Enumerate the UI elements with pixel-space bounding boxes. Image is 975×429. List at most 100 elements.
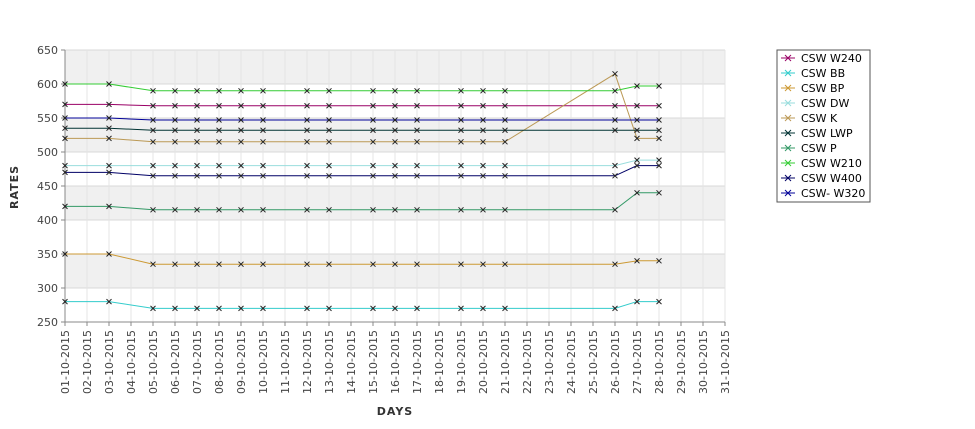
data-point xyxy=(216,172,222,179)
data-point xyxy=(656,298,662,305)
data-point xyxy=(216,102,222,109)
data-point xyxy=(172,305,178,312)
data-point-stroke xyxy=(216,138,222,145)
data-point xyxy=(414,162,420,169)
y-tick-label: 350 xyxy=(37,248,58,261)
x-tick-label: 26-10-2015 xyxy=(609,330,622,394)
data-point xyxy=(656,117,662,123)
data-point-stroke xyxy=(392,102,398,109)
data-point-stroke xyxy=(172,305,178,312)
data-point xyxy=(106,81,112,87)
data-point-stroke xyxy=(106,81,112,87)
data-point-stroke xyxy=(62,298,68,305)
x-tick-label: 06-10-2015 xyxy=(169,330,182,394)
data-point-stroke xyxy=(238,127,244,134)
data-point xyxy=(502,261,508,268)
data-point-stroke xyxy=(502,102,508,109)
data-point xyxy=(260,127,266,134)
data-point xyxy=(106,115,112,121)
data-point-stroke xyxy=(656,257,662,264)
legend-label: CSW P xyxy=(801,142,837,155)
x-tick-label: 22-10-2015 xyxy=(521,330,534,394)
data-point xyxy=(612,127,618,134)
data-point xyxy=(392,117,398,123)
data-point xyxy=(106,135,112,142)
data-point-stroke xyxy=(62,125,68,132)
data-point-stroke xyxy=(304,162,310,169)
data-point-stroke xyxy=(414,172,420,179)
chart-legend: CSW W240 CSW BB CSW BP CSW DW CSW K CSW LWP CS… xyxy=(776,49,871,203)
data-point-stroke xyxy=(414,117,420,123)
data-point-stroke xyxy=(370,117,376,123)
data-point-stroke xyxy=(458,172,464,179)
data-point xyxy=(480,117,486,123)
data-point-stroke xyxy=(172,261,178,268)
data-point-stroke xyxy=(172,172,178,179)
data-point-stroke xyxy=(480,172,486,179)
data-point-stroke xyxy=(326,206,332,213)
data-point-stroke xyxy=(326,138,332,145)
data-point xyxy=(260,206,266,213)
data-point xyxy=(392,206,398,213)
legend-label: CSW LWP xyxy=(801,127,853,140)
data-point-stroke xyxy=(370,162,376,169)
data-point xyxy=(480,138,486,145)
x-tick-label: 20-10-2015 xyxy=(477,330,490,394)
data-point xyxy=(326,305,332,312)
legend-marker-stroke xyxy=(784,129,792,137)
y-axis-title: RATES xyxy=(8,165,21,209)
data-point-stroke xyxy=(326,117,332,123)
data-point-stroke xyxy=(502,117,508,123)
data-point-stroke xyxy=(106,162,112,169)
x-tick-label: 19-10-2015 xyxy=(455,330,468,394)
x-tick-label: 31-10-2015 xyxy=(719,330,732,394)
data-point xyxy=(304,127,310,134)
data-point-stroke xyxy=(216,261,222,268)
data-point-stroke xyxy=(502,162,508,169)
data-point xyxy=(194,87,200,94)
data-point-stroke xyxy=(370,138,376,145)
data-point-stroke xyxy=(194,162,200,169)
data-point-stroke xyxy=(612,206,618,213)
y-axis-ticks: 250 300 350 400 450 500 550 600 650 xyxy=(37,44,65,329)
data-point-stroke xyxy=(414,305,420,312)
data-point-stroke xyxy=(612,305,618,312)
data-point xyxy=(612,162,618,169)
data-point-stroke xyxy=(216,305,222,312)
legend-marker-stroke xyxy=(784,144,792,152)
data-point xyxy=(502,305,508,312)
data-point xyxy=(656,102,662,109)
data-point xyxy=(414,206,420,213)
data-point-stroke xyxy=(370,305,376,312)
data-point-stroke xyxy=(634,127,640,134)
data-point xyxy=(458,87,464,94)
data-point xyxy=(150,102,156,109)
data-point-stroke xyxy=(150,117,156,123)
x-axis-ticks: 01-10-2015 02-10-2015 03-10-2015 04-10-2015… xyxy=(59,322,732,394)
data-point xyxy=(392,138,398,145)
legend-marker-stroke xyxy=(784,114,792,122)
x-tick-label: 02-10-2015 xyxy=(81,330,94,394)
data-point xyxy=(480,127,486,134)
data-point xyxy=(414,102,420,109)
data-point-stroke xyxy=(172,162,178,169)
data-point-stroke xyxy=(304,206,310,213)
data-point-stroke xyxy=(612,261,618,268)
data-point-stroke xyxy=(370,102,376,109)
legend-marker-stroke xyxy=(784,174,792,182)
data-point xyxy=(216,261,222,268)
legend-marker-stroke xyxy=(784,159,792,167)
legend-box xyxy=(776,49,871,203)
data-point xyxy=(304,162,310,169)
data-point xyxy=(414,261,420,268)
legend-item: CSW DW xyxy=(781,97,850,110)
data-point xyxy=(238,261,244,268)
data-point xyxy=(502,162,508,169)
x-tick-label: 04-10-2015 xyxy=(125,330,138,394)
data-point xyxy=(150,138,156,145)
data-point xyxy=(238,172,244,179)
data-point xyxy=(106,125,112,132)
data-point-stroke xyxy=(612,87,618,94)
x-tick-label: 18-10-2015 xyxy=(433,330,446,394)
data-point xyxy=(480,102,486,109)
